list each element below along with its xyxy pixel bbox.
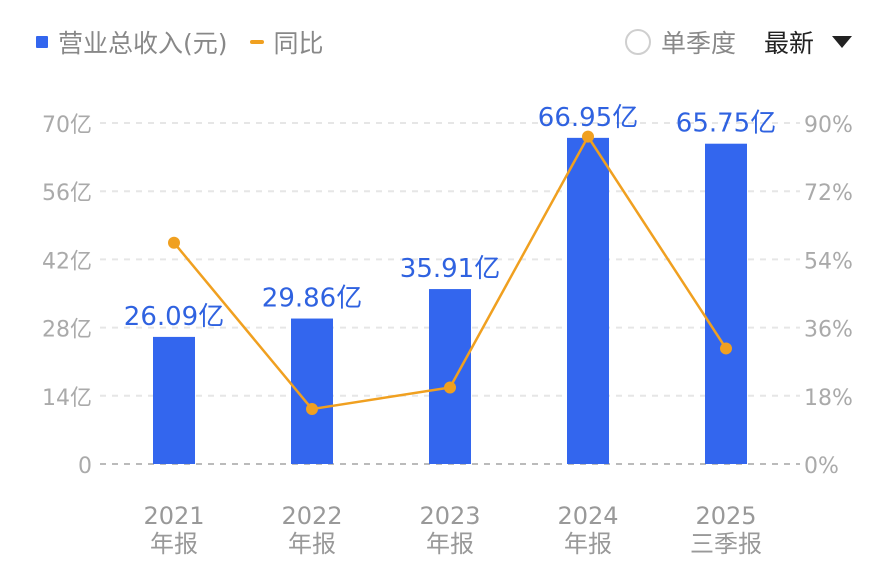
- left-axis-tick-label: 56亿: [42, 181, 92, 206]
- revenue-bar: [153, 336, 195, 464]
- single-quarter-radio[interactable]: [624, 29, 651, 55]
- period-dropdown-label[interactable]: 最新: [763, 29, 814, 58]
- chart-legend: 营业总收入(元) 同比: [36, 24, 324, 60]
- x-axis-year-label: 2023: [419, 502, 480, 530]
- bar-value-label: 65.75亿: [676, 109, 776, 139]
- legend-yoy-label: 同比: [273, 29, 324, 58]
- left-axis-tick-label: 0: [78, 454, 92, 479]
- bar-value-label: 29.86亿: [262, 284, 362, 314]
- x-axis-period-label: 三季报: [690, 530, 762, 558]
- yoy-point: [720, 342, 732, 355]
- right-axis-tick-label: 36%: [804, 318, 853, 343]
- left-axis-tick-label: 14亿: [42, 386, 92, 411]
- legend-line-swatch: [249, 40, 264, 44]
- revenue-bar: [567, 137, 609, 465]
- yoy-point: [582, 130, 594, 143]
- x-axis-year-label: 2024: [557, 502, 618, 530]
- x-axis-period-label: 年报: [564, 530, 612, 558]
- bar-value-label: 35.91亿: [400, 254, 500, 284]
- bar-value-label: 26.09亿: [124, 302, 224, 332]
- legend-revenue-label: 营业总收入(元): [58, 29, 228, 58]
- x-axis-year-label: 2025: [695, 502, 756, 530]
- x-axis-period-label: 年报: [150, 530, 198, 558]
- right-axis-tick-label: 72%: [804, 181, 853, 206]
- left-axis-tick-label: 42亿: [42, 249, 92, 274]
- right-axis-tick-label: 18%: [804, 386, 853, 411]
- right-axis-tick-label: 90%: [804, 113, 853, 138]
- x-axis-year-label: 2022: [281, 502, 342, 530]
- x-axis-period-label: 年报: [288, 530, 336, 558]
- legend-item-yoy[interactable]: 同比: [249, 24, 324, 60]
- revenue-bar: [429, 289, 471, 464]
- revenue-bar: [705, 143, 747, 465]
- yoy-point: [444, 381, 456, 394]
- right-axis-tick-label: 54%: [804, 249, 853, 274]
- legend-item-revenue[interactable]: 营业总收入(元): [36, 24, 228, 60]
- legend-bar-swatch: [36, 36, 48, 48]
- yoy-point: [306, 403, 318, 416]
- x-axis-period-label: 年报: [426, 530, 474, 558]
- yoy-point: [168, 236, 180, 249]
- left-axis-tick-label: 28亿: [42, 318, 92, 343]
- x-axis-year-label: 2021: [143, 502, 204, 530]
- chart-controls: 单季度 最新: [624, 24, 852, 60]
- right-axis-tick-label: 0%: [804, 454, 839, 479]
- chevron-down-icon[interactable]: [832, 36, 852, 48]
- left-axis-tick-label: 70亿: [42, 113, 92, 138]
- bar-value-label: 66.95亿: [538, 103, 638, 133]
- single-quarter-label[interactable]: 单季度: [660, 29, 736, 58]
